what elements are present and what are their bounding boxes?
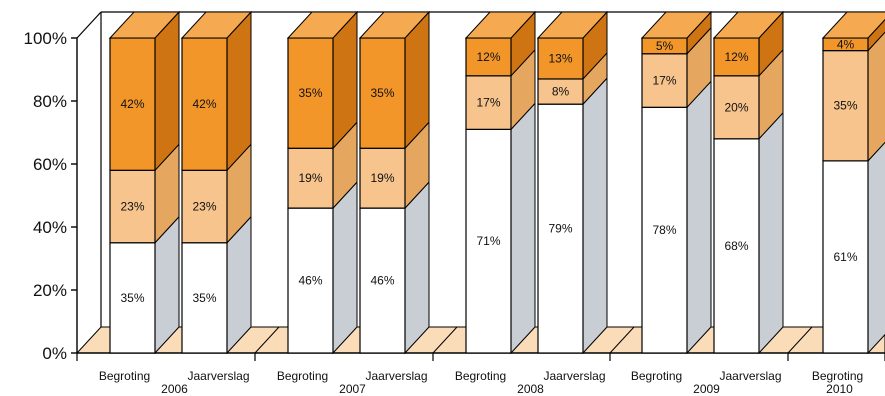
bar-value-label: 23% xyxy=(120,200,144,214)
group-year-label: 2009 xyxy=(693,382,720,396)
floor-separator xyxy=(787,326,813,354)
bar-segment-side xyxy=(154,10,180,172)
bar-category-label: Begroting xyxy=(812,369,863,383)
bar-segment xyxy=(287,147,334,209)
bar-top-face xyxy=(821,11,885,39)
bar-value-label: 35% xyxy=(120,291,144,305)
bar-top-face xyxy=(180,11,253,39)
bar-value-label: 23% xyxy=(192,200,216,214)
y-tick-label: 40% xyxy=(33,218,67,237)
bar-value-label: 46% xyxy=(298,274,322,288)
bar-segment-side xyxy=(510,102,536,355)
bar-value-label: 17% xyxy=(652,74,676,88)
group-year-label: 2008 xyxy=(517,382,544,396)
bar-top-face xyxy=(640,11,713,39)
bar-value-label: 19% xyxy=(370,171,394,185)
bar-category-label: Jaarverslag xyxy=(365,369,427,383)
floor-separator xyxy=(432,326,458,354)
floor-separator xyxy=(254,326,280,354)
bar-value-label: 17% xyxy=(476,96,500,110)
bar-segment xyxy=(287,207,334,354)
bar-category-label: Jaarverslag xyxy=(187,369,249,383)
bar-segment xyxy=(713,37,760,77)
bar-segment xyxy=(109,37,156,171)
y-tick-label: 60% xyxy=(33,155,67,174)
group-year-label: 2006 xyxy=(161,382,188,396)
bar-category-label: Begroting xyxy=(277,369,328,383)
bar-segment xyxy=(181,242,228,354)
bar-segment-side xyxy=(332,180,358,355)
bar-top-face xyxy=(464,11,537,39)
bar-segment xyxy=(287,37,334,149)
bar-segment xyxy=(713,138,760,354)
bar-segment xyxy=(537,37,584,80)
bar-top-face xyxy=(108,11,181,39)
bar-top-face xyxy=(358,11,431,39)
bar-value-label: 61% xyxy=(833,250,857,264)
bar-category-label: Jaarverslag xyxy=(543,369,605,383)
bar-value-label: 35% xyxy=(298,86,322,100)
bar-segment xyxy=(109,169,156,244)
bar-value-label: 13% xyxy=(548,51,572,65)
bar-segment xyxy=(359,147,406,209)
bar-segment-side xyxy=(404,180,430,355)
bar-value-label: 20% xyxy=(724,100,748,114)
bar-segment-side xyxy=(226,10,252,172)
bar-segment-side xyxy=(867,141,885,355)
bar-value-label: 12% xyxy=(476,50,500,64)
bar-value-label: 42% xyxy=(120,97,144,111)
bar-value-label: 68% xyxy=(724,239,748,253)
floor-separator xyxy=(609,326,635,354)
bar-segment xyxy=(359,37,406,149)
bar-segment-side xyxy=(758,111,784,355)
bar-segment xyxy=(465,75,512,130)
bar-category-label: Jaarverslag xyxy=(719,369,781,383)
bar-value-label: 5% xyxy=(656,39,674,53)
bar-segment xyxy=(641,106,688,354)
back-wall-top-diagonal xyxy=(76,11,102,39)
bar-value-label: 35% xyxy=(192,291,216,305)
bar-segment xyxy=(109,242,156,354)
bar-top-face xyxy=(536,11,609,39)
bar-value-label: 42% xyxy=(192,97,216,111)
bar-segment-side xyxy=(686,80,712,355)
bar-segment xyxy=(537,103,584,354)
group-year-label: 2010 xyxy=(826,382,853,396)
bar-value-label: 19% xyxy=(298,171,322,185)
bar-value-label: 78% xyxy=(652,223,676,237)
bar-segment xyxy=(181,169,228,244)
bars: 35% 23% 42% 35% 23% 42% 46% 19% 35% 46% 19% 35% 71% 1… xyxy=(108,10,885,355)
bar-segment-side xyxy=(582,76,608,355)
bar-value-label: 35% xyxy=(370,86,394,100)
bar-value-label: 79% xyxy=(548,222,572,236)
bar-category-label: Begroting xyxy=(99,369,150,383)
bar-segment xyxy=(641,53,688,108)
bar-value-label: 4% xyxy=(837,37,855,51)
bar-value-label: 35% xyxy=(833,99,857,113)
bar-category-label: Begroting xyxy=(631,369,682,383)
y-tick-label: 80% xyxy=(33,92,67,111)
bar-segment xyxy=(359,207,406,354)
y-tick-label: 0% xyxy=(42,344,67,363)
bar-value-label: 46% xyxy=(370,274,394,288)
y-tick-label: 100% xyxy=(24,29,67,48)
bar-value-label: 8% xyxy=(552,85,570,99)
group-year-label: 2007 xyxy=(339,382,366,396)
bar-value-label: 71% xyxy=(476,234,500,248)
y-tick-label: 20% xyxy=(33,281,67,300)
bar-segment xyxy=(713,75,760,140)
bar-top-face xyxy=(286,11,359,39)
bar-value-label: 12% xyxy=(724,50,748,64)
bar-segment xyxy=(181,37,228,171)
bar-category-label: Begroting xyxy=(455,369,506,383)
bar-top-face xyxy=(712,11,785,39)
